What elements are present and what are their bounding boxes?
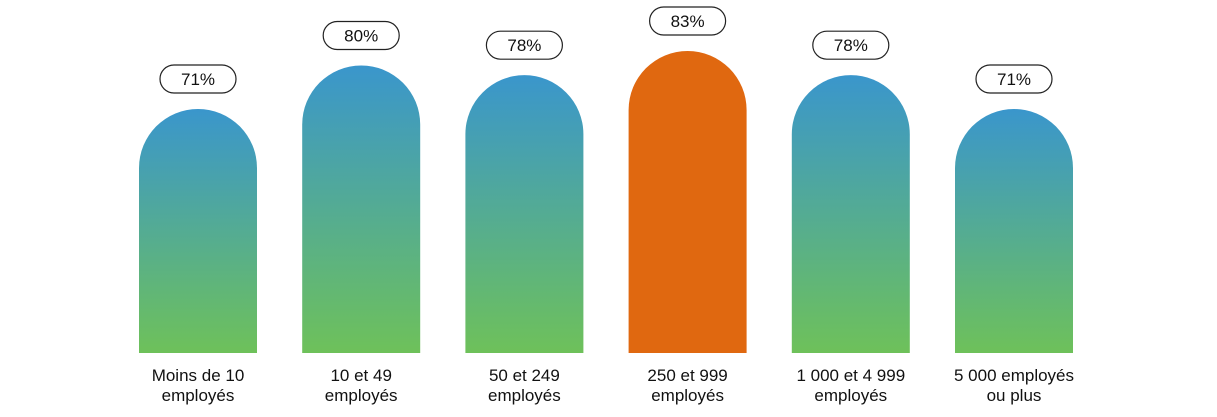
category-label-line: 1 000 et 4 999 (771, 366, 931, 386)
category-label-line: Moins de 10 (118, 366, 278, 386)
bar-2 (302, 65, 420, 353)
category-label-3: 50 et 249 employés (444, 366, 604, 406)
category-label-line: employés (118, 386, 278, 406)
category-label-1: Moins de 10 employés (118, 366, 278, 406)
bar-4 (629, 51, 747, 353)
category-label-line: ou plus (934, 386, 1094, 406)
value-label-1: 71% (181, 70, 215, 89)
category-label-line: 10 et 49 (281, 366, 441, 386)
value-label-5: 78% (834, 36, 868, 55)
bar-1 (139, 109, 257, 353)
value-label-4: 83% (671, 12, 705, 31)
category-label-line: employés (608, 386, 768, 406)
value-label-6: 71% (997, 70, 1031, 89)
category-label-line: 50 et 249 (444, 366, 604, 386)
category-label-2: 10 et 49 employés (281, 366, 441, 406)
category-label-5: 1 000 et 4 999 employés (771, 366, 931, 406)
category-label-line: employés (281, 386, 441, 406)
value-label-3: 78% (507, 36, 541, 55)
bar-5 (792, 75, 910, 353)
category-label-line: 5 000 employés (934, 366, 1094, 386)
bar-6 (955, 109, 1073, 353)
category-label-line: employés (771, 386, 931, 406)
category-label-line: employés (444, 386, 604, 406)
category-label-4: 250 et 999 employés (608, 366, 768, 406)
bar-3 (465, 75, 583, 353)
value-label-2: 80% (344, 27, 378, 46)
category-label-line: 250 et 999 (608, 366, 768, 386)
category-label-6: 5 000 employés ou plus (934, 366, 1094, 406)
